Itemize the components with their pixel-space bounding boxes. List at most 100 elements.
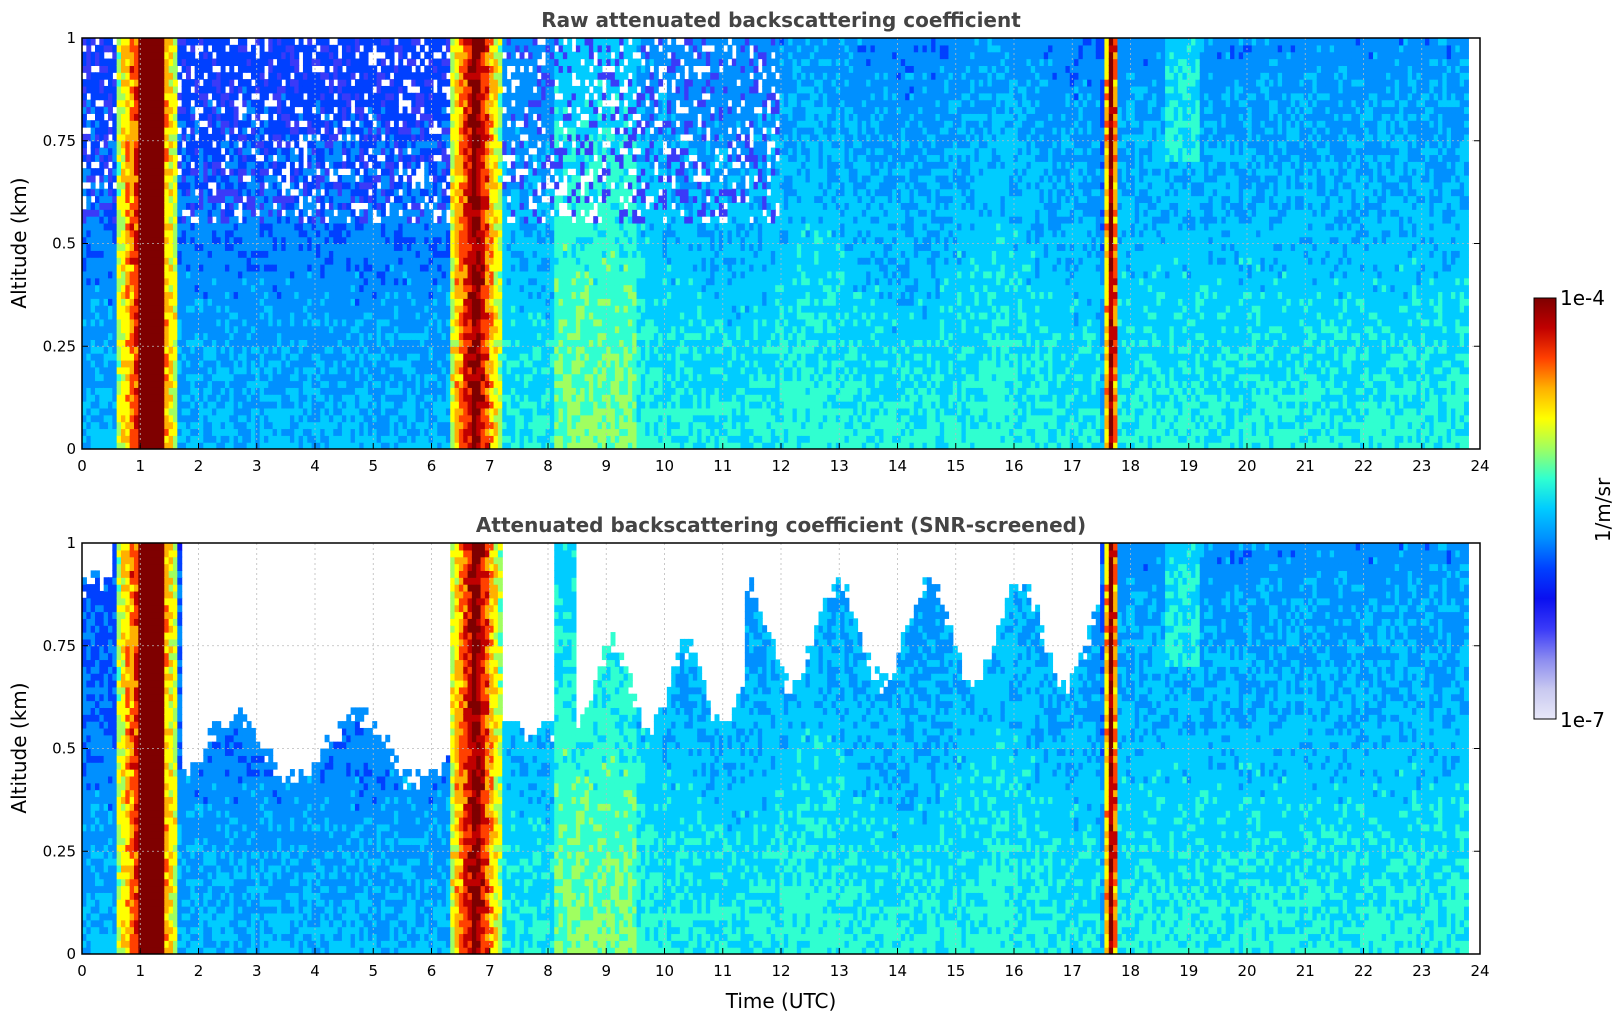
heatmap-cell [354, 387, 360, 395]
heatmap-cell [229, 65, 235, 73]
heatmap-cell [398, 407, 404, 416]
heatmap-cell [333, 318, 339, 327]
heatmap-cell [138, 44, 144, 53]
heatmap-cell [450, 154, 456, 162]
heatmap-cell [294, 270, 300, 279]
heatmap-cell [164, 106, 170, 114]
heatmap-cell [159, 133, 165, 142]
heatmap-cell [216, 140, 222, 149]
heatmap-cell [99, 243, 105, 251]
heatmap-cell [237, 366, 243, 375]
heatmap-cell [255, 339, 261, 347]
heatmap-cell [185, 181, 191, 190]
heatmap-cell [354, 147, 360, 156]
heatmap-cell [450, 250, 456, 258]
heatmap-cell [99, 339, 105, 347]
heatmap-cell [359, 332, 365, 340]
heatmap-cell [146, 72, 152, 80]
heatmap-cell [415, 277, 421, 286]
heatmap-cell [307, 51, 313, 60]
heatmap-cell [107, 312, 113, 320]
heatmap-cell [367, 318, 373, 327]
heatmap-cell [437, 407, 443, 416]
heatmap-cell [168, 257, 174, 265]
heatmap-cell [116, 133, 122, 142]
heatmap-cell [354, 442, 360, 449]
heatmap-cell [207, 428, 213, 436]
heatmap-cell [367, 106, 373, 114]
heatmap-cell [99, 154, 105, 162]
heatmap-cell [328, 140, 334, 149]
heatmap-cell [311, 359, 317, 368]
heatmap-cell [112, 387, 118, 395]
heatmap-cell [337, 79, 343, 87]
heatmap-cell [281, 414, 287, 423]
heatmap-cell [138, 277, 144, 286]
heatmap-cell [324, 373, 330, 382]
heatmap-cell [367, 366, 373, 375]
heatmap-cell [177, 407, 183, 416]
heatmap-cell [168, 127, 174, 135]
heatmap-cell [307, 373, 313, 382]
heatmap-cell [138, 270, 144, 279]
heatmap-cell [207, 250, 213, 258]
heatmap-cell [216, 51, 222, 60]
heatmap-cell [159, 394, 165, 402]
heatmap-cell [276, 407, 282, 416]
heatmap-cell [95, 435, 100, 443]
heatmap-cell [233, 181, 239, 190]
heatmap-cell [432, 298, 438, 306]
heatmap-cell [307, 394, 313, 402]
heatmap-cell [320, 44, 326, 53]
heatmap-cell [129, 435, 135, 443]
heatmap-cell [129, 339, 135, 347]
heatmap-cell [324, 298, 330, 306]
heatmap-cell [211, 394, 217, 402]
heatmap-cell [142, 72, 148, 80]
heatmap-cell [220, 181, 226, 190]
heatmap-cell [229, 407, 235, 416]
heatmap-cell [168, 359, 174, 368]
heatmap-cell [224, 359, 230, 368]
heatmap-cell [172, 99, 178, 108]
heatmap-cell [168, 195, 174, 203]
heatmap-cell [441, 428, 447, 436]
heatmap-cell [337, 216, 343, 224]
heatmap-cell [467, 353, 473, 361]
heatmap-cell [133, 51, 139, 60]
heatmap-cell [333, 243, 339, 251]
heatmap-cell [463, 209, 469, 217]
heatmap-cell [276, 284, 282, 293]
heatmap-cell [168, 44, 174, 53]
heatmap-cell [112, 147, 118, 156]
heatmap-cell [168, 222, 174, 231]
heatmap-cell [268, 291, 274, 299]
heatmap-cell [224, 250, 230, 258]
heatmap-cell [99, 65, 105, 73]
heatmap-cell [311, 421, 317, 430]
heatmap-cell [138, 38, 144, 46]
heatmap-cell [172, 305, 178, 313]
heatmap-cell [120, 394, 126, 402]
heatmap-cell [155, 161, 161, 169]
heatmap-cell [120, 72, 126, 80]
heatmap-cell [458, 92, 464, 101]
heatmap-cell [203, 127, 209, 135]
heatmap-cell [315, 195, 321, 203]
heatmap-cell [346, 85, 352, 94]
heatmap-cell [229, 277, 235, 286]
heatmap-cell [463, 222, 469, 231]
heatmap-cell [311, 85, 317, 94]
heatmap-cell [363, 58, 369, 66]
heatmap-cell [272, 394, 278, 402]
heatmap-cell [194, 147, 200, 156]
heatmap-cell [402, 305, 408, 313]
heatmap-cell [155, 79, 161, 87]
heatmap-cell [354, 236, 360, 245]
heatmap-cell [233, 243, 239, 251]
heatmap-cell [259, 270, 265, 279]
heatmap-cell [294, 339, 300, 347]
heatmap-cell [346, 394, 352, 402]
heatmap-cell [82, 38, 87, 46]
heatmap-cell [224, 353, 230, 361]
